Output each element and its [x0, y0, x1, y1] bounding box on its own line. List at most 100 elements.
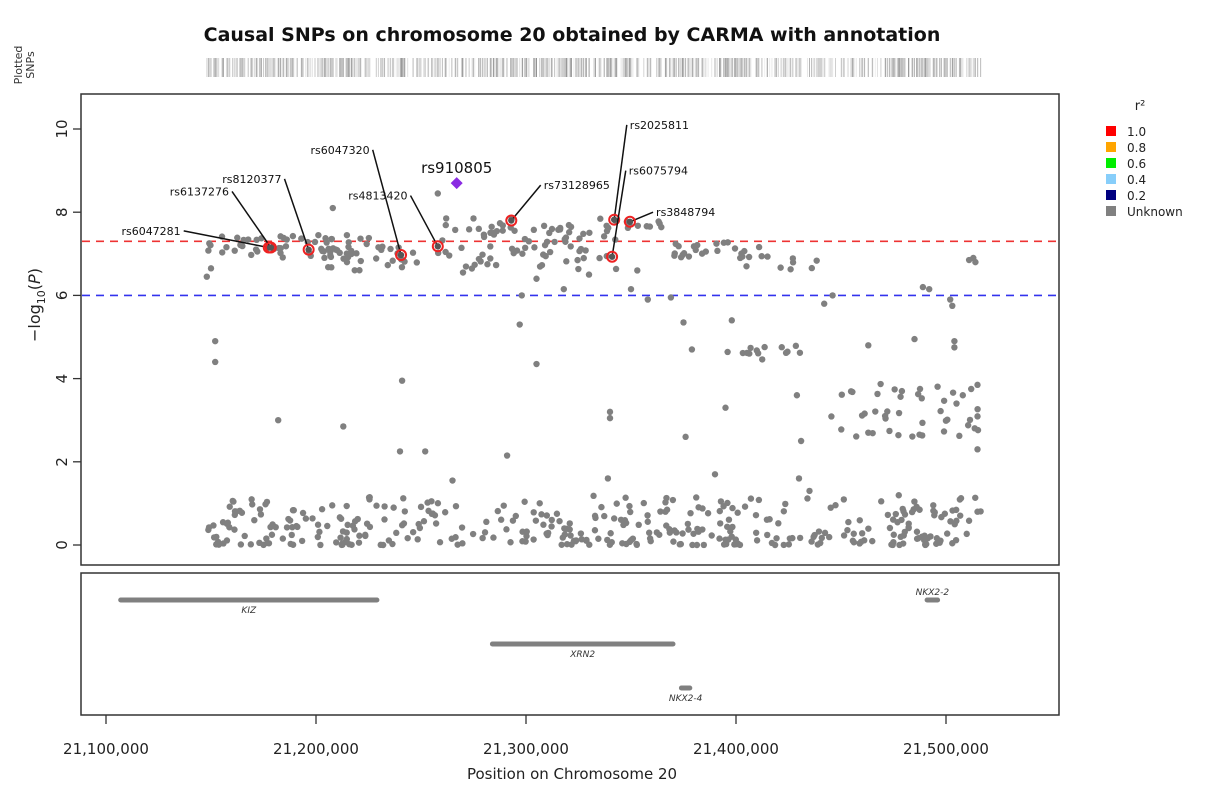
snp-point [289, 507, 297, 514]
snp-point [724, 348, 731, 356]
snp-point [393, 529, 400, 537]
snp-point [336, 249, 343, 257]
snp-point [521, 498, 528, 505]
snp-point [340, 423, 347, 430]
snp-point [813, 257, 820, 264]
snp-point [694, 241, 701, 249]
snp-point [343, 502, 350, 510]
snp-point [577, 530, 585, 537]
snp-point [458, 244, 465, 252]
snp-point [541, 241, 549, 249]
snp-point [731, 245, 739, 252]
snp-point [964, 422, 972, 429]
snp-point [891, 386, 898, 393]
snp-point [299, 509, 307, 517]
snp-point [452, 226, 459, 234]
snp-point [916, 385, 924, 393]
snp-point [226, 524, 233, 531]
snp-point [324, 522, 331, 530]
snp-point [853, 433, 860, 440]
snp-point [362, 531, 369, 539]
snp-point [277, 233, 284, 240]
causal-snp-label: rs2025811 [630, 119, 689, 132]
snp-point [840, 532, 848, 539]
snp-point [321, 254, 328, 262]
snp-point [922, 536, 929, 543]
snp-point [937, 407, 944, 415]
snp-point [789, 259, 797, 266]
snp-point [675, 243, 682, 250]
x-axis: 21,100,000 21,200,000 21,300,000 21,400,000… [63, 715, 989, 758]
snp-point [869, 537, 876, 545]
snp-point [940, 428, 948, 435]
snp-point [340, 255, 347, 262]
snp-point [523, 528, 530, 535]
snp-point [245, 236, 252, 243]
snp-point [821, 529, 829, 537]
snp-point [897, 393, 904, 400]
snp-point [546, 229, 553, 237]
snp-point [512, 512, 520, 520]
snp-point [918, 395, 925, 402]
snp-point [229, 497, 236, 505]
snp-point [857, 538, 865, 546]
snp-point [895, 409, 903, 417]
snp-point [966, 416, 974, 424]
snp-point [695, 528, 702, 535]
snp-point [708, 532, 715, 539]
annotation-leader-line [409, 195, 439, 247]
snp-point [612, 265, 620, 273]
snp-point [840, 496, 848, 503]
snp-point [353, 250, 360, 257]
snp-point [890, 531, 897, 538]
snp-point [838, 426, 845, 433]
snp-point [309, 515, 316, 522]
annotation-leader-line [611, 170, 627, 257]
snp-point [481, 529, 489, 536]
snp-point [613, 500, 620, 507]
snp-point [944, 416, 951, 423]
snp-point [808, 538, 815, 545]
legend-swatch [1106, 206, 1116, 216]
snp-point [477, 258, 484, 265]
snp-point [254, 248, 261, 255]
snp-point [865, 525, 872, 532]
plotted-snps-rug [206, 58, 982, 77]
snp-point [911, 498, 918, 505]
snp-point [283, 236, 290, 243]
snp-point [717, 520, 724, 527]
causal-snp-point [626, 218, 634, 225]
snp-point [971, 425, 978, 432]
snp-point [865, 429, 872, 436]
snp-point [724, 239, 731, 246]
causal-snp-point [267, 244, 275, 251]
snp-point [685, 253, 693, 260]
x-tick-label: 21,200,000 [273, 740, 359, 758]
snp-point [468, 265, 476, 272]
snp-point [365, 234, 373, 242]
snp-point [500, 502, 507, 509]
snp-point [434, 190, 441, 197]
snp-point [679, 530, 686, 537]
y-label-var: P [25, 274, 44, 284]
snp-point [974, 413, 981, 420]
snp-point [729, 523, 736, 531]
causal-snp-label: rs3848794 [656, 206, 715, 219]
snp-point [952, 536, 960, 544]
snp-point [479, 534, 486, 542]
snp-point [574, 256, 581, 264]
snp-point [237, 241, 244, 249]
snp-point [413, 259, 421, 266]
snp-point [773, 535, 780, 542]
snp-point [881, 412, 889, 420]
snp-point [933, 540, 940, 547]
snp-point [355, 539, 363, 546]
snp-point [293, 522, 300, 530]
legend-swatch [1106, 190, 1116, 200]
snp-point [974, 508, 981, 515]
snp-point [219, 249, 226, 256]
snp-point [746, 350, 753, 357]
causal-snp-point [305, 246, 312, 253]
snp-point [511, 227, 518, 234]
